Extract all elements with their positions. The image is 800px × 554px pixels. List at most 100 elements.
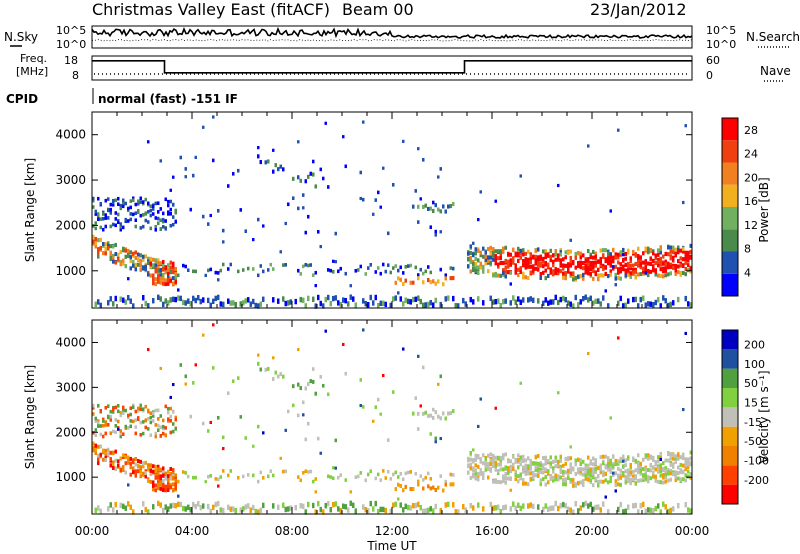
- velocity-cell: [149, 479, 152, 484]
- power-cell: [102, 212, 105, 216]
- velocity-cell: [134, 457, 137, 461]
- power-cell: [474, 268, 477, 273]
- power-cell: [549, 267, 552, 272]
- velocity-cell: [204, 480, 207, 484]
- velocity-cell: [92, 441, 95, 446]
- x-tick-label: 16:00: [475, 524, 510, 538]
- power-cell: [667, 302, 670, 309]
- velocity-cell: [167, 506, 170, 512]
- velocity-cell: [559, 475, 562, 480]
- power-cell: [282, 263, 285, 267]
- power-cell: [522, 263, 525, 268]
- power-cell: [102, 251, 105, 256]
- power-cell: [147, 220, 150, 224]
- velocity-cell: [494, 505, 497, 511]
- velocity-cell: [542, 506, 545, 513]
- velocity-cell: [499, 509, 502, 515]
- power-cell: [334, 260, 337, 264]
- power-cell: [509, 282, 512, 286]
- power-cell: [442, 282, 445, 287]
- velocity-cell: [147, 463, 150, 468]
- power-cell: [642, 295, 645, 301]
- power-cell: [202, 214, 205, 219]
- power-cell: [649, 269, 652, 274]
- power-cell: [167, 278, 170, 283]
- velocity-cell: [564, 470, 567, 475]
- velocity-cell: [102, 419, 105, 423]
- power-cell: [302, 193, 305, 197]
- power-cell: [222, 262, 225, 267]
- power-cell: [607, 274, 610, 279]
- power-cell: [429, 225, 432, 229]
- power-cell: [154, 277, 157, 282]
- velocity-cell: [507, 466, 510, 471]
- velocity-cell: [399, 484, 402, 488]
- velocity-cell: [669, 507, 672, 514]
- power-cell: [564, 276, 567, 281]
- velocity-cell: [332, 502, 335, 508]
- power-cell: [502, 299, 505, 305]
- power-cell: [652, 264, 655, 269]
- power-cell: [659, 267, 662, 272]
- velocity-cell: [189, 414, 192, 419]
- velocity-cell: [249, 507, 252, 513]
- velocity-cell: [294, 505, 297, 511]
- power-cell: [659, 251, 662, 255]
- velocity-cell: [154, 473, 157, 478]
- power-cell: [422, 158, 425, 162]
- power-cell: [624, 251, 627, 256]
- velocity-cell: [544, 467, 547, 472]
- velocity-cell: [309, 469, 312, 474]
- velocity-cell: [562, 472, 565, 477]
- velocity-cell: [529, 463, 532, 468]
- velocity-cell: [422, 478, 425, 482]
- power-cell: [519, 248, 522, 253]
- velocity-cell: [359, 378, 362, 382]
- power-cell: [494, 271, 497, 276]
- velocity-cell: [524, 467, 527, 472]
- velocity-cell: [472, 468, 475, 473]
- power-cell: [509, 300, 512, 306]
- velocity-cell: [364, 478, 367, 483]
- velocity-cell: [139, 407, 142, 411]
- power-cell: [619, 262, 622, 267]
- velocity-cell: [592, 462, 595, 467]
- velocity-cell: [439, 474, 442, 478]
- velocity-cell: [94, 428, 97, 432]
- velocity-cell: [174, 427, 177, 431]
- power-cell: [637, 259, 640, 264]
- power-cell: [209, 267, 212, 272]
- power-cell: [514, 253, 517, 258]
- power-cell: [202, 125, 205, 129]
- velocity-cell: [132, 509, 135, 515]
- velocity-cell: [357, 474, 360, 479]
- velocity-colorbar-swatch: [722, 388, 738, 408]
- velocity-cell: [447, 501, 450, 507]
- power-cell: [662, 266, 665, 271]
- power-cell: [677, 259, 680, 264]
- velocity-cell: [194, 475, 197, 480]
- velocity-cell: [639, 503, 642, 509]
- velocity-cell: [629, 472, 632, 477]
- power-cell: [92, 205, 95, 209]
- power-cell: [359, 264, 362, 269]
- power-cell: [659, 259, 662, 264]
- velocity-cell: [659, 457, 662, 461]
- power-cell: [537, 247, 540, 252]
- power-cell: [649, 256, 652, 261]
- velocity-cell: [547, 469, 550, 474]
- power-cell: [157, 216, 160, 221]
- velocity-cell: [334, 466, 337, 470]
- power-cell: [167, 199, 170, 204]
- velocity-cell: [112, 407, 115, 412]
- velocity-cell: [469, 503, 472, 509]
- velocity-colorbar-swatch: [722, 446, 738, 466]
- power-cell: [569, 301, 572, 307]
- velocity-cell: [582, 502, 585, 508]
- velocity-cell: [534, 455, 537, 460]
- power-cell: [162, 281, 165, 286]
- velocity-cell: [514, 459, 517, 464]
- velocity-cell: [444, 479, 447, 484]
